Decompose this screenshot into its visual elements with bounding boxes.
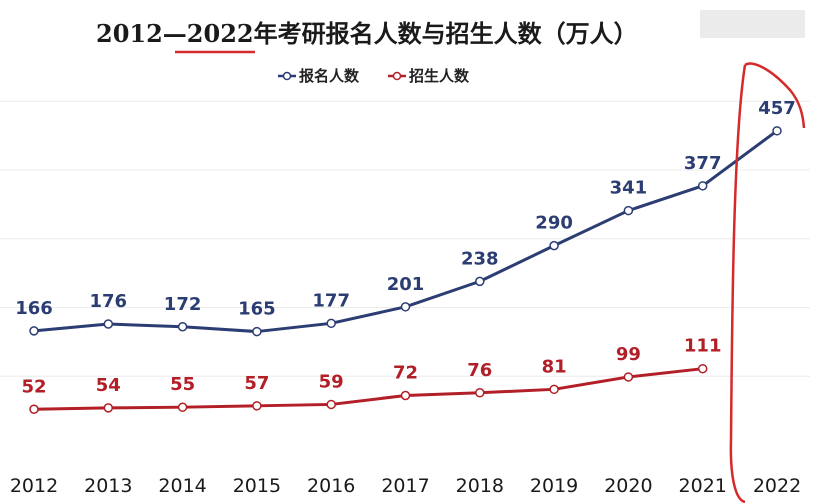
point-0-2019 [549, 240, 559, 251]
point-1-2017 [400, 390, 411, 401]
hand-drawn-annotation [729, 62, 806, 503]
data-label-0-2020: 341 [610, 178, 648, 199]
point-1-2012 [29, 404, 39, 414]
data-label-1-2016: 59 [319, 371, 344, 392]
series-line-1 [33, 367, 703, 411]
x-tick-2021: 2021 [679, 475, 727, 497]
point-1-2020 [623, 372, 634, 382]
x-tick-2020: 2020 [604, 475, 652, 497]
data-label-0-2021: 377 [684, 153, 722, 174]
data-label-0-2017: 201 [387, 274, 425, 295]
data-label-0-2013: 176 [90, 291, 128, 312]
point-1-2014 [177, 402, 188, 412]
data-label-1-2014: 55 [170, 374, 195, 395]
data-label-1-2019: 81 [542, 356, 567, 377]
point-1-2015 [252, 401, 262, 411]
data-label-0-2022: 457 [758, 98, 796, 119]
data-label-0-2015: 165 [238, 299, 276, 320]
legend-marker-0 [282, 71, 292, 81]
point-1-2013 [103, 403, 114, 413]
data-label-0-2012: 166 [15, 298, 53, 319]
x-axis-ticks: 2012 2013 2014 2015 2016 2017 2018 2019 2020 2021… [10, 475, 801, 497]
point-0-2017 [400, 302, 411, 312]
legend-marker-1 [392, 71, 402, 81]
data-label-1-2013: 54 [96, 375, 121, 396]
data-label-0-2014: 172 [164, 294, 202, 315]
point-0-2020 [623, 205, 634, 216]
series-layer [29, 126, 782, 414]
legend: 报名人数 招生人数 [278, 67, 470, 85]
point-0-2014 [177, 322, 188, 332]
point-1-2016 [326, 399, 336, 410]
x-tick-2015: 2015 [233, 475, 281, 497]
data-labels: 166 176 172 165 177 201 238 290 341 377 457 52 54 55 5… [15, 98, 796, 397]
x-tick-2022: 2022 [753, 475, 801, 497]
point-0-2015 [252, 326, 262, 337]
point-1-2018 [475, 388, 485, 398]
point-0-2022 [772, 126, 782, 136]
x-tick-2012: 2012 [10, 475, 58, 497]
point-0-2013 [103, 319, 114, 329]
point-0-2021 [697, 181, 708, 191]
data-label-1-2018: 76 [467, 360, 492, 381]
x-tick-2016: 2016 [307, 475, 355, 497]
point-0-2016 [326, 318, 336, 329]
data-label-1-2020: 99 [616, 344, 641, 365]
data-label-1-2015: 57 [244, 373, 269, 394]
point-0-2018 [475, 276, 485, 287]
gridlines [0, 100, 810, 377]
point-1-2021 [697, 363, 708, 374]
x-tick-2013: 2013 [84, 475, 132, 497]
data-label-1-2012: 52 [21, 376, 46, 397]
data-label-0-2018: 238 [461, 248, 499, 269]
data-label-1-2021: 111 [684, 336, 722, 357]
data-label-1-2017: 72 [393, 363, 418, 384]
point-1-2019 [549, 384, 559, 395]
x-tick-2018: 2018 [456, 475, 504, 497]
data-label-0-2016: 177 [312, 290, 350, 311]
chart-title: 2012—2022年考研报名人数与招生人数（万人） [96, 19, 638, 48]
x-tick-2019: 2019 [530, 475, 578, 497]
legend-label-0: 报名人数 [299, 67, 360, 85]
x-tick-2017: 2017 [381, 475, 429, 497]
data-label-0-2019: 290 [535, 213, 573, 234]
point-0-2012 [29, 326, 39, 336]
legend-label-1: 招生人数 [409, 67, 470, 85]
watermark-blur [700, 10, 805, 38]
x-tick-2014: 2014 [158, 475, 206, 497]
series-line-0 [33, 129, 778, 334]
